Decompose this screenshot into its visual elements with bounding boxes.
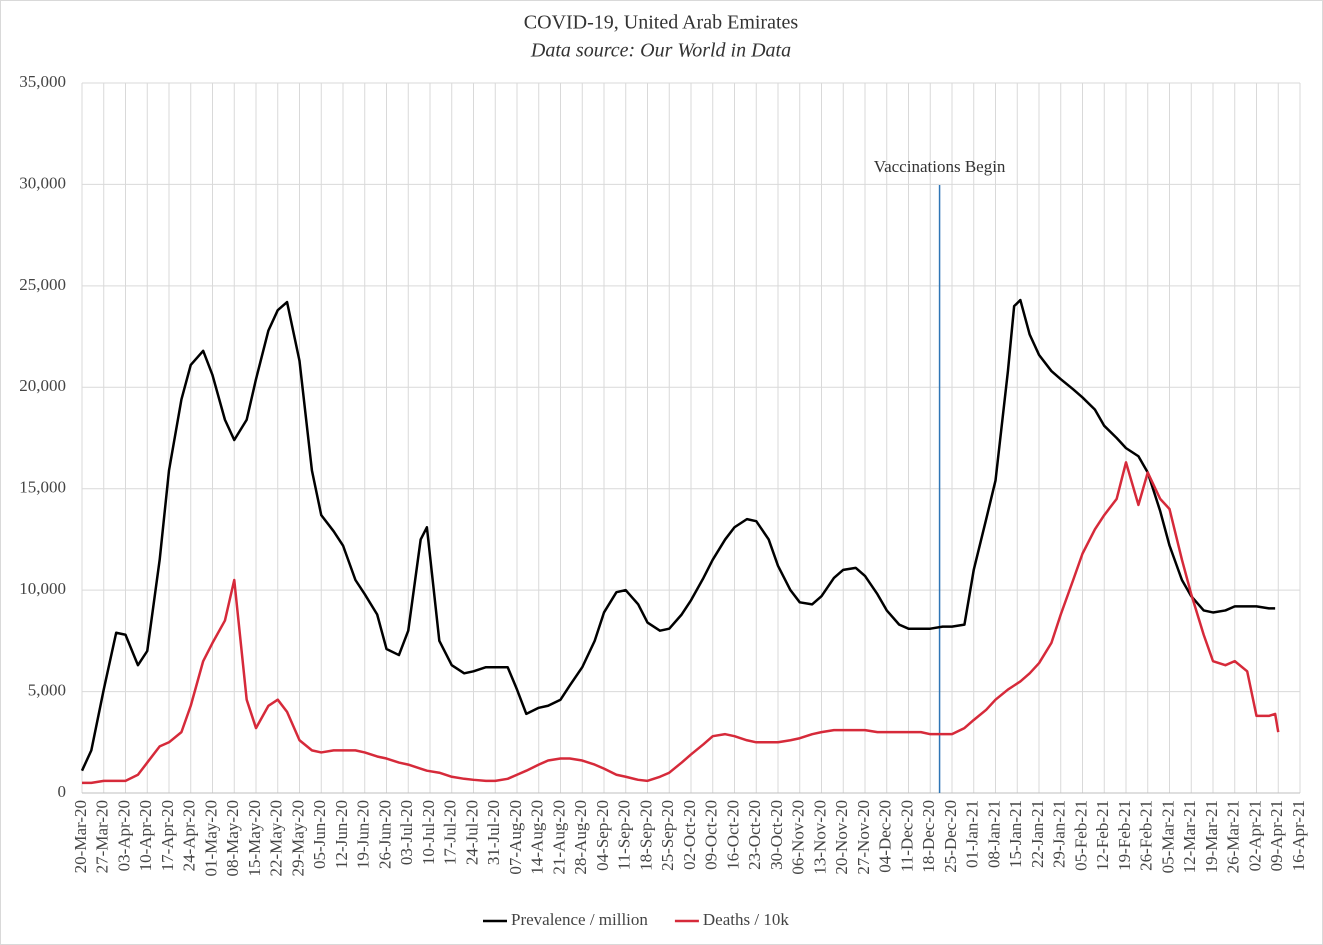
x-tick-label: 02-Apr-21	[1245, 800, 1264, 871]
chart-subtitle: Data source: Our World in Data	[530, 40, 791, 62]
x-tick-label: 27-Nov-20	[854, 800, 873, 875]
x-tick-label: 25-Dec-20	[941, 800, 960, 873]
x-tick-label: 13-Nov-20	[810, 800, 829, 875]
x-tick-label: 05-Mar-21	[1158, 800, 1177, 873]
x-tick-label: 17-Jul-20	[441, 800, 460, 865]
legend-label: Prevalence / million	[511, 910, 648, 929]
x-tick-label: 19-Feb-21	[1115, 800, 1134, 871]
x-tick-label: 26-Jun-20	[375, 800, 394, 869]
x-tick-label: 26-Mar-21	[1224, 800, 1243, 873]
chart-title: COVID-19, United Arab Emirates	[524, 12, 799, 34]
x-tick-label: 11-Sep-20	[615, 800, 634, 870]
x-tick-label: 18-Sep-20	[636, 800, 655, 871]
x-tick-label: 15-Jan-21	[1006, 800, 1025, 868]
y-tick-label: 10,000	[19, 579, 66, 598]
x-tick-label: 29-Jan-21	[1050, 800, 1069, 868]
y-tick-label: 15,000	[19, 478, 66, 497]
series-line	[80, 298, 1276, 772]
x-tick-label: 22-May-20	[267, 800, 286, 876]
x-tick-label: 24-Apr-20	[180, 800, 199, 871]
x-tick-label: 11-Dec-20	[897, 800, 916, 872]
legend-label: Deaths / 10k	[703, 910, 789, 929]
x-tick-label: 22-Jan-21	[1028, 800, 1047, 868]
x-tick-label: 05-Jun-20	[310, 800, 329, 869]
y-tick-label: 35,000	[19, 72, 66, 91]
y-tick-label: 0	[58, 782, 67, 801]
x-tick-label: 12-Mar-21	[1180, 800, 1199, 873]
x-tick-label: 15-May-20	[245, 800, 264, 876]
x-tick-label: 20-Nov-20	[832, 800, 851, 875]
x-tick-label: 04-Sep-20	[593, 800, 612, 871]
x-tick-label: 25-Sep-20	[658, 800, 677, 871]
y-tick-label: 20,000	[19, 376, 66, 395]
x-tick-label: 20-Mar-20	[71, 800, 90, 873]
x-tick-label: 29-May-20	[288, 800, 307, 876]
annotation-text: Vaccinations Begin	[874, 157, 1006, 176]
x-tick-label: 16-Oct-20	[723, 800, 742, 870]
x-tick-label: 12-Feb-21	[1093, 800, 1112, 871]
x-tick-label: 23-Oct-20	[745, 800, 764, 870]
x-tick-label: 12-Jun-20	[332, 800, 351, 869]
x-tick-label: 19-Jun-20	[354, 800, 373, 869]
y-tick-label: 25,000	[19, 275, 66, 294]
x-tick-label: 26-Feb-21	[1137, 800, 1156, 871]
x-tick-label: 24-Jul-20	[462, 800, 481, 865]
x-tick-label: 19-Mar-21	[1202, 800, 1221, 873]
x-tick-label: 08-Jan-21	[984, 800, 1003, 868]
x-tick-label: 02-Oct-20	[680, 800, 699, 870]
x-tick-label: 16-Apr-21	[1289, 800, 1308, 871]
x-tick-label: 07-Aug-20	[506, 800, 525, 875]
y-tick-label: 5,000	[28, 680, 66, 699]
x-tick-label: 03-Apr-20	[114, 800, 133, 871]
x-tick-label: 03-Jul-20	[397, 800, 416, 865]
x-tick-label: 31-Jul-20	[484, 800, 503, 865]
x-tick-label: 06-Nov-20	[789, 800, 808, 875]
x-tick-label: 18-Dec-20	[919, 800, 938, 873]
y-tick-label: 30,000	[19, 173, 66, 192]
x-tick-label: 17-Apr-20	[158, 800, 177, 871]
x-tick-label: 30-Oct-20	[767, 800, 786, 870]
x-tick-label: 09-Oct-20	[702, 800, 721, 870]
x-tick-label: 01-Jan-21	[963, 800, 982, 868]
x-tick-label: 10-Apr-20	[136, 800, 155, 871]
x-tick-label: 27-Mar-20	[93, 800, 112, 873]
x-tick-label: 01-May-20	[201, 800, 220, 876]
x-tick-label: 10-Jul-20	[419, 800, 438, 865]
x-tick-label: 08-May-20	[223, 800, 242, 876]
x-tick-label: 14-Aug-20	[528, 800, 547, 875]
x-tick-label: 21-Aug-20	[549, 800, 568, 875]
x-tick-label: 09-Apr-21	[1267, 800, 1286, 871]
x-tick-label: 05-Feb-21	[1071, 800, 1090, 871]
x-tick-label: 28-Aug-20	[571, 800, 590, 875]
x-tick-label: 04-Dec-20	[876, 800, 895, 873]
series-line	[82, 461, 1280, 785]
